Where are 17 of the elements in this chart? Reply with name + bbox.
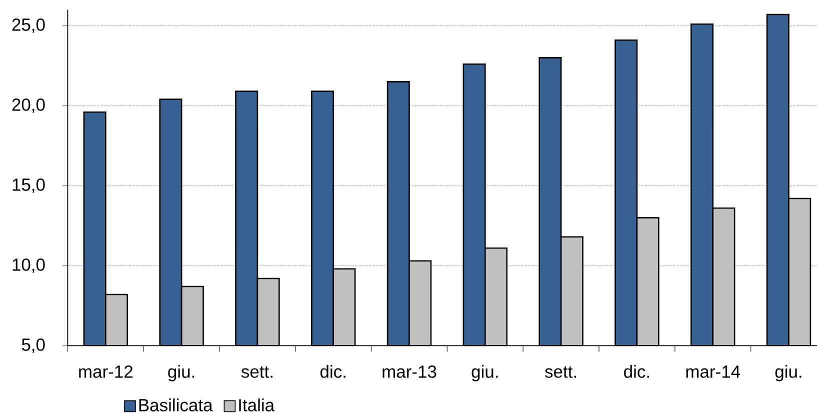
- x-tick-label: sett.: [545, 366, 576, 378]
- y-tick-label: 20,0: [12, 98, 45, 113]
- x-tick-label: giu.: [775, 365, 802, 382]
- x-tick-label: mar-14: [686, 366, 740, 378]
- y-tick-label: 15,0: [12, 178, 45, 193]
- x-tick-label: dic.: [320, 365, 346, 378]
- y-tick-label: 5,0: [22, 338, 45, 353]
- x-tick-label: sett.: [241, 366, 272, 378]
- x-tick-label: mar-13: [382, 365, 436, 378]
- legend-label: Basilicata: [139, 398, 213, 412]
- x-tick-label: dic.: [624, 365, 649, 378]
- y-tick-label: 25,0: [12, 18, 45, 33]
- x-tick-label: giu.: [472, 365, 498, 382]
- x-tick-label: mar-12: [79, 365, 132, 378]
- x-tick-label: giu.: [168, 365, 194, 382]
- y-tick-label: 10,0: [12, 258, 45, 273]
- legend-label: Italia: [239, 398, 275, 412]
